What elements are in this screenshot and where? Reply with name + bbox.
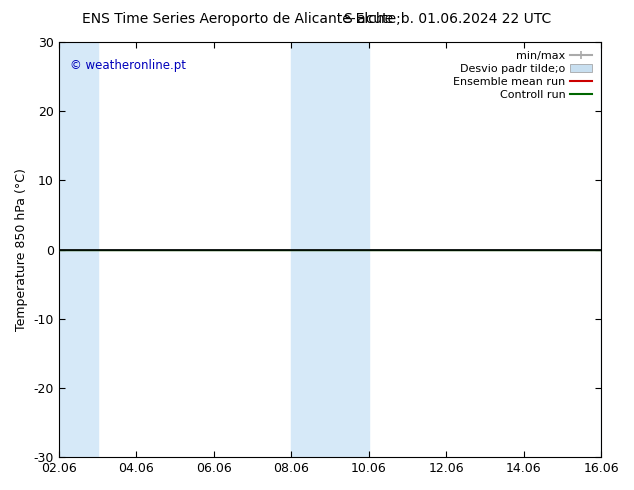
Legend: min/max, Desvio padr tilde;o, Ensemble mean run, Controll run: min/max, Desvio padr tilde;o, Ensemble m… bbox=[450, 48, 595, 103]
Bar bbox=[601, 42, 634, 457]
Bar bbox=[59, 42, 98, 457]
Y-axis label: Temperature 850 hPa (°C): Temperature 850 hPa (°C) bbox=[15, 168, 28, 331]
Text: S acute;b. 01.06.2024 22 UTC: S acute;b. 01.06.2024 22 UTC bbox=[344, 12, 552, 26]
Text: © weatheronline.pt: © weatheronline.pt bbox=[70, 59, 186, 72]
Bar bbox=[291, 42, 369, 457]
Text: ENS Time Series Aeroporto de Alicante-Elche: ENS Time Series Aeroporto de Alicante-El… bbox=[82, 12, 394, 26]
